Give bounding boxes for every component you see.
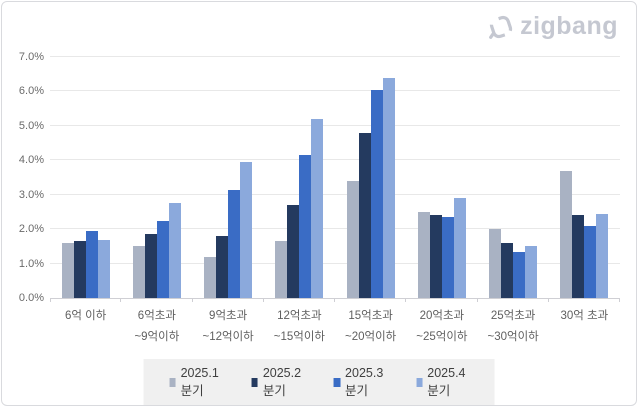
x-axis-tick xyxy=(50,298,51,302)
legend-item: 2025.2분기 xyxy=(251,366,304,399)
bar-group xyxy=(193,57,264,298)
bar-group xyxy=(406,57,477,298)
x-axis-category-label: 30억 초과 xyxy=(560,310,609,322)
bar xyxy=(73,241,86,298)
legend-item: 2025.3분기 xyxy=(334,366,386,399)
legend-marker xyxy=(334,378,341,387)
bar xyxy=(596,213,609,298)
bar xyxy=(97,239,110,298)
legend-label: 2025.3분기 xyxy=(345,366,384,398)
y-axis-tick-label: 4.0% xyxy=(18,154,44,167)
legend-marker xyxy=(169,378,176,387)
y-axis-tick-label: 6.0% xyxy=(18,85,44,98)
x-axis-tick xyxy=(191,298,193,302)
gridline xyxy=(50,228,620,230)
bar xyxy=(417,211,430,298)
bar xyxy=(572,215,585,298)
bar xyxy=(299,155,312,298)
bar xyxy=(370,89,383,298)
gridline xyxy=(50,262,620,264)
x-axis-category-label: 6억 이하 xyxy=(64,310,107,322)
bar xyxy=(287,205,300,298)
x-axis-tick xyxy=(262,298,264,302)
bar xyxy=(382,77,395,298)
chart-legend: 2025.1분기 2025.2분기 2025.3분기 2025.4분기 xyxy=(143,359,495,405)
bar xyxy=(144,234,157,298)
x-axis-category-label: 6억초과 ~9억이하 xyxy=(134,310,180,343)
x-axis-line xyxy=(50,298,620,299)
x-axis-tick xyxy=(619,298,620,302)
bar xyxy=(501,242,514,298)
x-axis-tick xyxy=(547,298,549,302)
bar-group xyxy=(121,57,192,298)
gridline xyxy=(50,193,620,195)
bar-group xyxy=(50,57,121,298)
bar-group xyxy=(549,57,620,298)
legend-label: 2025.2분기 xyxy=(262,366,302,398)
bar xyxy=(560,170,573,298)
bar xyxy=(228,189,241,298)
bar xyxy=(584,225,597,298)
bar xyxy=(85,230,98,298)
bar xyxy=(168,203,181,298)
y-axis-tick-label: 0.0% xyxy=(18,292,44,304)
y-axis-tick-label: 2.0% xyxy=(18,223,44,236)
bar xyxy=(311,119,324,298)
y-axis-tick-label: 7.0% xyxy=(18,51,44,63)
zigbang-logo-text: zigbang xyxy=(520,12,618,40)
x-axis-category-label: 25억초과 ~30억이하 xyxy=(487,310,539,343)
bar xyxy=(346,180,359,298)
bar xyxy=(132,246,145,298)
bar xyxy=(204,256,217,298)
bar xyxy=(156,220,169,298)
legend-item: 2025.1분기 xyxy=(169,366,222,399)
bar xyxy=(358,132,371,298)
bar-chart-plot-area: 0.0% 1.0% 2.0% 3.0% 4.0% 5.0% 6.0% 7.0% 6억 이하 6억초… xyxy=(19,51,620,343)
legend-item: 2025.4분기 xyxy=(416,366,468,399)
bar xyxy=(429,215,442,298)
zigbang-logo-icon xyxy=(489,15,513,39)
bar xyxy=(513,251,526,298)
bar xyxy=(275,241,288,298)
gridline xyxy=(50,159,620,161)
x-axis-tick xyxy=(334,298,335,302)
bar xyxy=(216,236,229,298)
bar xyxy=(240,162,253,298)
bar xyxy=(525,246,538,298)
bar xyxy=(441,217,454,298)
bar-group xyxy=(335,57,406,298)
gridline xyxy=(50,90,620,92)
legend-label: 2025.1분기 xyxy=(180,366,219,398)
bar xyxy=(61,242,74,298)
x-axis-tick xyxy=(120,298,122,302)
legend-marker xyxy=(416,378,423,387)
x-axis-tick xyxy=(476,298,478,302)
x-axis-category-label: 15억초과 ~20억이하 xyxy=(345,310,397,343)
gridline xyxy=(50,124,620,126)
x-axis-category-label: 9억초과 ~12억이하 xyxy=(202,310,254,343)
zigbang-logo: zigbang xyxy=(488,12,618,41)
legend-marker xyxy=(251,378,258,387)
x-axis-tick xyxy=(405,298,407,302)
x-axis-category-label: 20억초과 ~25억이하 xyxy=(416,310,468,343)
bar-group xyxy=(478,57,549,298)
y-axis-tick-label: 1.0% xyxy=(18,257,44,270)
y-axis-tick-label: 5.0% xyxy=(18,119,44,132)
y-axis-tick-label: 3.0% xyxy=(18,188,44,201)
bar-group xyxy=(264,57,335,298)
x-axis-category-label: 12억초과 ~15억이하 xyxy=(273,310,325,343)
legend-label: 2025.4분기 xyxy=(427,366,466,398)
bar xyxy=(489,229,502,298)
bar xyxy=(453,198,466,298)
gridline xyxy=(50,56,620,57)
